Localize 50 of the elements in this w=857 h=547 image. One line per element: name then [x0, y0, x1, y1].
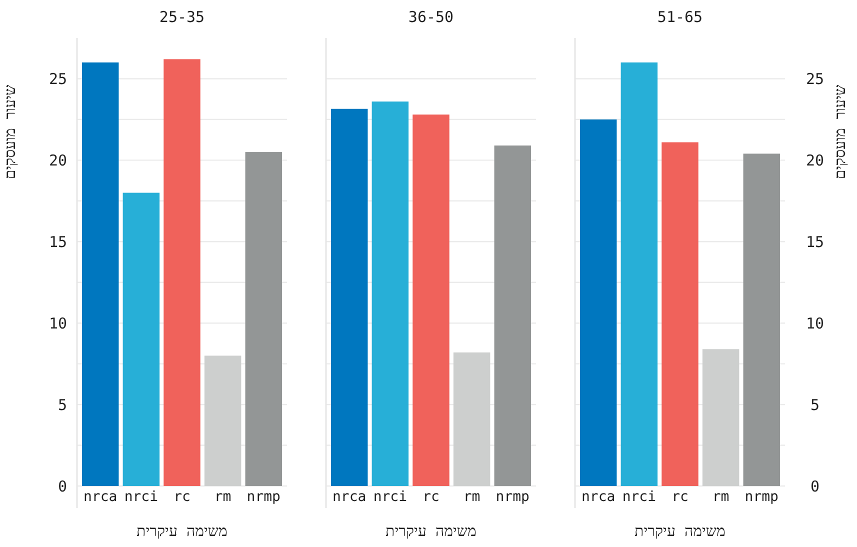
y-tick-label: 10 — [48, 314, 67, 332]
x-tick-label: rm — [712, 489, 730, 505]
y2-tick-label: 15 — [806, 232, 824, 251]
y2-axis-title: שיעור מועסקים — [831, 84, 849, 180]
chart-title: 25-35 — [159, 8, 205, 26]
x-axis-title: משימה עיקרית — [634, 522, 726, 540]
x-tick-label: nrca — [582, 489, 616, 505]
x-tick-label: rc — [174, 489, 190, 505]
x-tick-label: nrmp — [744, 489, 778, 505]
bar — [164, 59, 200, 486]
bar — [453, 352, 490, 486]
bar — [412, 114, 450, 486]
y-tick-label: 5 — [58, 396, 67, 414]
x-tick-label: nrci — [622, 489, 656, 505]
x-tick-label: rc — [672, 489, 688, 505]
x-tick-label: rc — [422, 489, 440, 505]
y-tick-label: 0 — [58, 477, 67, 496]
bar — [620, 62, 658, 486]
x-tick-label: nrca — [84, 489, 118, 505]
bar — [204, 356, 242, 486]
bar — [662, 142, 698, 486]
y2-tick-label: 20 — [806, 151, 824, 170]
bar — [494, 146, 531, 486]
y2-tick-label: 10 — [806, 314, 824, 332]
x-tick-label: nrmp — [246, 489, 280, 505]
y2-tick-label: 0 — [810, 477, 820, 496]
x-axis-title: משימה עיקרית — [386, 522, 477, 540]
bar — [372, 102, 409, 486]
y2-tick-label: 25 — [806, 70, 824, 88]
x-tick-label: rm — [463, 489, 480, 505]
x-tick-label: nrmp — [496, 489, 530, 505]
bar — [580, 119, 617, 486]
y-tick-label: 20 — [48, 151, 67, 170]
x-axis-title: משימה עיקרית — [136, 522, 228, 540]
chart-title: 36-50 — [408, 8, 454, 26]
y2-tick-label: 5 — [810, 396, 820, 414]
y-axis-title: שיעור מועסקים — [1, 84, 19, 180]
bar — [743, 154, 780, 486]
bar — [122, 192, 160, 486]
bar — [331, 108, 368, 486]
y-tick-label: 15 — [48, 232, 67, 251]
x-tick-label: nrca — [332, 489, 366, 505]
x-tick-label: nrci — [373, 489, 408, 505]
chart-title: 51-65 — [657, 8, 703, 26]
y-tick-label: 25 — [48, 70, 67, 88]
bar — [82, 62, 119, 486]
bar — [702, 349, 740, 486]
x-tick-label: nrci — [124, 489, 158, 505]
x-tick-label: rm — [214, 489, 232, 505]
bar — [245, 152, 282, 486]
